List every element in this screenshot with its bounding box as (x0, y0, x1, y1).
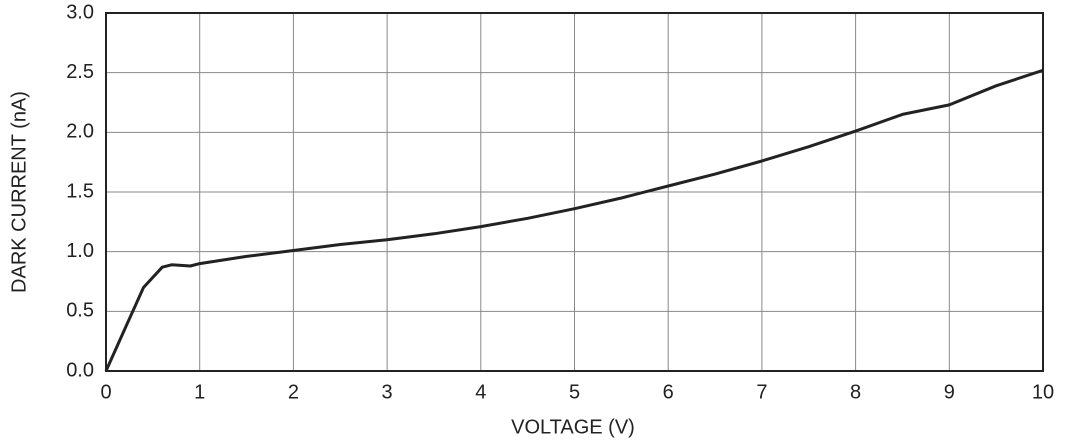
y-tick-label: 0.5 (66, 300, 94, 322)
y-tick-label: 2.5 (66, 61, 94, 83)
data-line (104, 68, 1044, 372)
x-tick-label: 5 (569, 381, 580, 403)
x-tick-label: 7 (756, 381, 767, 403)
y-tick-label: 1.5 (66, 180, 94, 202)
plot-frame (105, 12, 1044, 372)
y-axis-label: DARK CURRENT (nA) (8, 91, 30, 293)
y-tick-label: 0.0 (66, 359, 94, 381)
x-tick-label: 10 (1032, 381, 1054, 403)
x-tick-label: 6 (663, 381, 674, 403)
x-tick-label: 8 (850, 381, 861, 403)
x-tick-label: 3 (382, 381, 393, 403)
x-tick-label: 0 (100, 381, 111, 403)
y-tick-label: 2.0 (66, 121, 94, 143)
y-tick-label: 3.0 (66, 1, 94, 23)
x-axis-label: VOLTAGE (V) (511, 416, 635, 438)
x-tick-label: 2 (288, 381, 299, 403)
x-tick-label: 4 (475, 381, 486, 403)
x-tick-label: 9 (944, 381, 955, 403)
y-tick-label: 1.0 (66, 240, 94, 262)
x-tick-label: 1 (194, 381, 205, 403)
